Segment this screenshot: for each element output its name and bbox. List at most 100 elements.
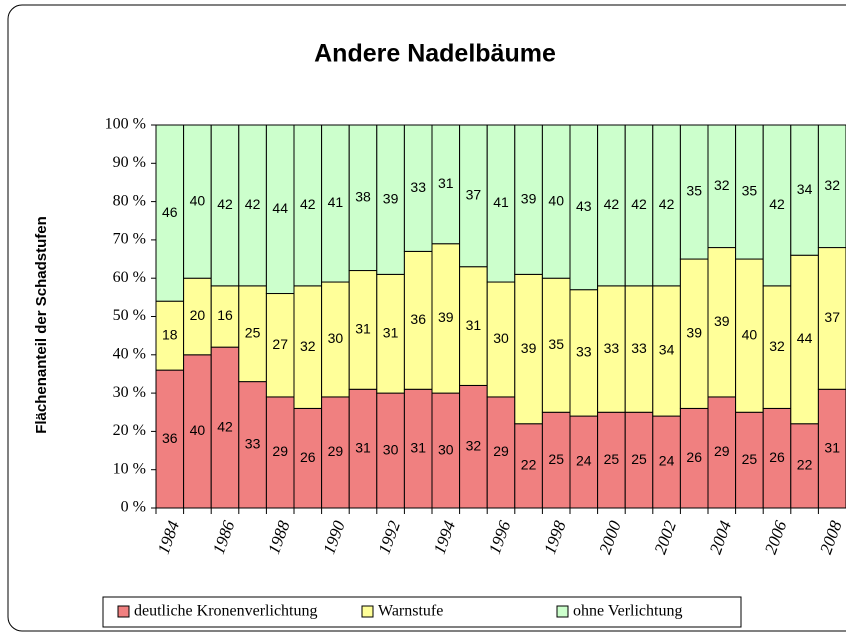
data-label: 42: [217, 196, 233, 212]
data-label: 32: [714, 177, 730, 193]
bar-segment: [348, 270, 378, 390]
bar-segment: [624, 124, 654, 287]
data-label: 33: [576, 344, 592, 360]
data-label: 33: [631, 340, 647, 356]
bar-segment: [597, 285, 626, 413]
y-tick-label: 40 %: [113, 345, 146, 362]
y-tick-label: 0 %: [121, 499, 146, 516]
data-label: 39: [521, 190, 537, 206]
data-label: 40: [548, 192, 564, 208]
bar-segment: [652, 415, 681, 509]
data-label: 41: [493, 194, 509, 210]
data-label: 29: [714, 443, 730, 459]
bar-segment: [817, 124, 846, 249]
data-label: 42: [245, 196, 261, 212]
data-label: 40: [190, 422, 206, 438]
data-label: 31: [383, 324, 399, 340]
data-label: 32: [300, 338, 316, 354]
data-label: 26: [769, 449, 785, 465]
data-label: 41: [328, 194, 344, 210]
bar-segment: [486, 396, 516, 509]
bar-segment: [486, 281, 516, 398]
legend-label: deutliche Kronenverlichtung: [134, 603, 318, 620]
data-label: 31: [824, 439, 840, 455]
data-label: 35: [686, 183, 702, 199]
legend-box: [102, 596, 742, 628]
data-label: 33: [410, 179, 426, 195]
legend-swatch: [117, 605, 130, 618]
data-label: 39: [383, 190, 399, 206]
bar-segment: [486, 124, 516, 283]
bar-segment: [679, 124, 709, 260]
bar-segment: [210, 285, 240, 348]
data-label: 33: [604, 340, 620, 356]
bar-segment: [762, 124, 792, 287]
bar-segment: [431, 243, 461, 394]
data-label: 30: [438, 441, 454, 457]
data-label: 42: [659, 196, 675, 212]
data-label: 35: [742, 183, 758, 199]
data-label: 31: [410, 439, 426, 455]
bar-segment: [293, 285, 323, 409]
data-label: 39: [438, 309, 454, 325]
data-label: 20: [190, 307, 206, 323]
bar-segment: [238, 124, 267, 287]
data-label: 34: [659, 342, 675, 358]
data-label: 29: [328, 443, 344, 459]
data-label: 39: [521, 340, 537, 356]
data-label: 32: [824, 177, 840, 193]
legend-label: Warnstufe: [378, 603, 443, 620]
data-label: 36: [410, 311, 426, 327]
data-label: 33: [245, 436, 261, 452]
data-label: 37: [466, 187, 482, 203]
bar-segment: [348, 124, 378, 272]
bar-segment: [790, 124, 819, 256]
bar-segment: [569, 124, 599, 291]
y-tick-label: 50 %: [113, 307, 146, 324]
data-label: 38: [355, 188, 371, 204]
bar-segment: [459, 384, 488, 509]
bar-segment: [541, 411, 571, 509]
data-label: 26: [686, 449, 702, 465]
data-label: 34: [797, 181, 813, 197]
bar-segment: [762, 407, 792, 509]
y-tick-label: 70 %: [113, 231, 146, 248]
bar-segment: [459, 124, 488, 268]
bar-segment: [376, 273, 405, 394]
y-tick-label: 90 %: [113, 154, 146, 171]
bar-segment: [459, 266, 488, 386]
data-label: 27: [272, 336, 288, 352]
bar-segment: [238, 285, 267, 383]
data-label: 42: [769, 196, 785, 212]
bar-segment: [265, 124, 295, 295]
bar-segment: [376, 124, 405, 275]
data-label: 25: [604, 451, 620, 467]
y-tick-label: 20 %: [113, 422, 146, 439]
data-label: 39: [686, 324, 702, 340]
data-label: 22: [521, 457, 537, 473]
bar-segment: [403, 250, 433, 390]
y-tick-label: 30 %: [113, 384, 146, 401]
bar-segment: [514, 124, 543, 275]
data-label: 35: [548, 336, 564, 352]
data-label: 30: [493, 330, 509, 346]
bar-segment: [431, 392, 461, 509]
bar-segment: [735, 411, 764, 509]
bar-segment: [624, 411, 654, 509]
data-label: 31: [438, 175, 454, 191]
data-label: 25: [548, 451, 564, 467]
bar-segment: [265, 293, 295, 398]
data-label: 40: [742, 326, 758, 342]
data-label: 29: [493, 443, 509, 459]
bar-segment: [514, 273, 543, 425]
data-label: 44: [797, 330, 813, 346]
data-label: 25: [631, 451, 647, 467]
bar-segment: [707, 124, 737, 249]
data-label: 30: [328, 330, 344, 346]
data-label: 31: [355, 439, 371, 455]
data-label: 25: [245, 324, 261, 340]
bar-segment: [183, 277, 212, 356]
data-label: 25: [742, 451, 758, 467]
data-label: 16: [217, 307, 233, 323]
